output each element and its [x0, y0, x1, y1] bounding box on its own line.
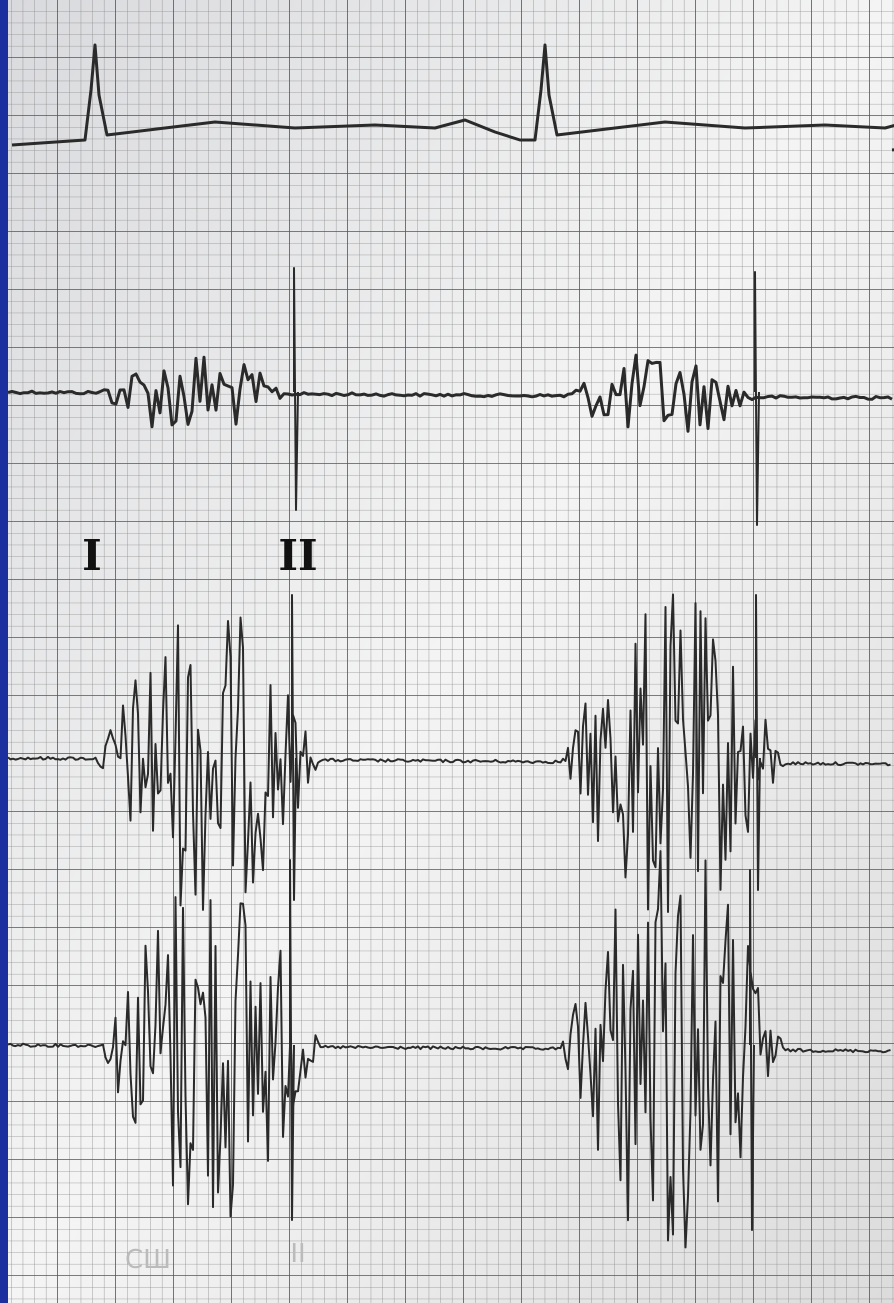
label: I — [82, 531, 102, 580]
footer-label: II — [290, 1239, 305, 1269]
major-grid — [8, 0, 894, 1303]
footer-label: СШ — [125, 1245, 171, 1275]
recording: I II СШ II — [0, 0, 894, 1303]
page: I II СШ II (() => { const data = JSON.pa… — [0, 0, 894, 1303]
label: II — [278, 531, 317, 580]
